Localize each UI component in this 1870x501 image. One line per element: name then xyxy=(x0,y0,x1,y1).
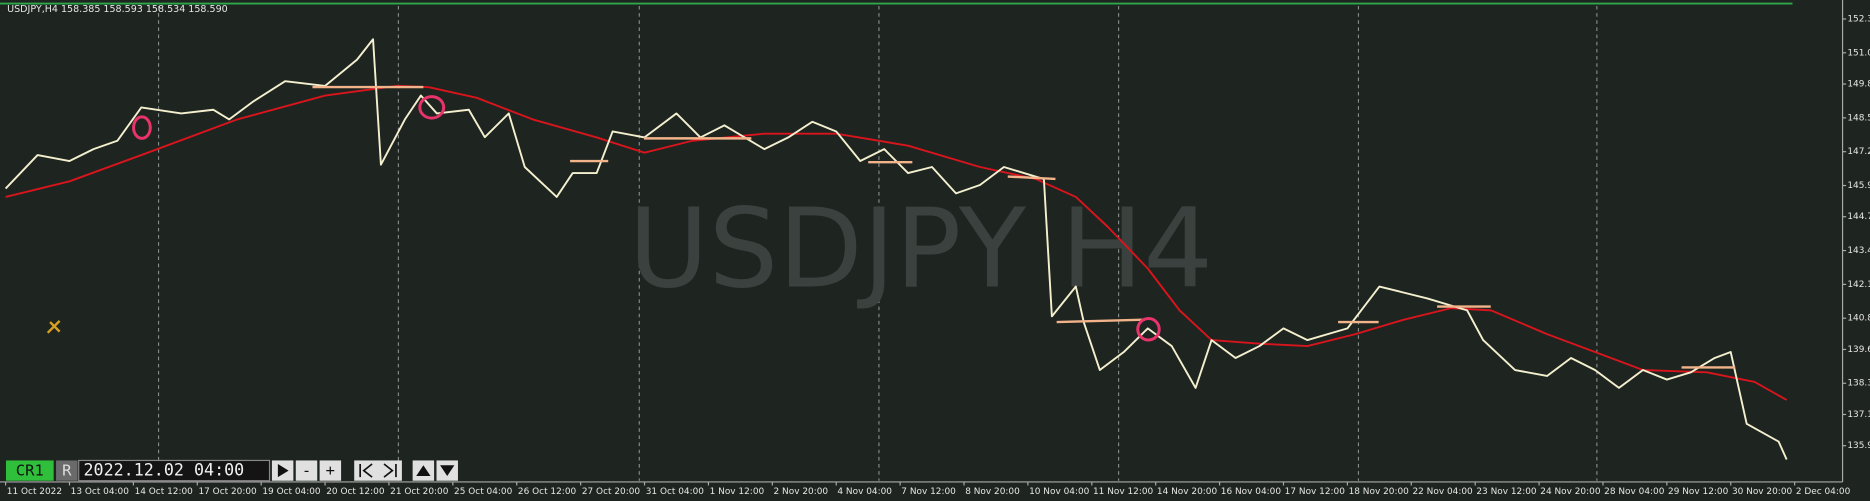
y-tick-label: 138.3 xyxy=(1847,379,1870,389)
y-tick-label: 143.4 xyxy=(1847,246,1870,256)
minus-button[interactable] xyxy=(295,460,318,481)
x-tick-label: 17 Nov 12:00 xyxy=(1285,487,1346,497)
datetime-field[interactable] xyxy=(78,459,271,482)
x-tick-label: 28 Nov 04:00 xyxy=(1604,487,1665,497)
x-tick-label: 25 Oct 04:00 xyxy=(454,487,513,497)
x-tick-label: 11 Nov 12:00 xyxy=(1093,487,1154,497)
y-tick-label: 137.1 xyxy=(1847,410,1870,420)
x-tick-label: 11 Oct 2022 xyxy=(7,487,62,497)
mode-button[interactable] xyxy=(5,460,54,481)
y-tick-label: 147.2 xyxy=(1847,147,1870,157)
datetime: 2022.12.02 04:00 xyxy=(83,461,244,480)
x-tick-label: 22 Nov 04:00 xyxy=(1412,487,1473,497)
watermark: USDJPY H4 xyxy=(628,185,1213,313)
down-icon xyxy=(440,465,455,476)
x-tick-label: 31 Oct 04:00 xyxy=(646,487,705,497)
x-tick-label: 2 Nov 20:00 xyxy=(774,487,829,497)
x-tick-label: 26 Oct 12:00 xyxy=(518,487,577,497)
x-tick-label: 14 Nov 20:00 xyxy=(1157,487,1218,497)
toolbar: CR1 R 2022.12.02 04:00 - + xyxy=(5,459,458,482)
pencil-icon[interactable] xyxy=(46,320,61,334)
x-tick-label: 13 Oct 04:00 xyxy=(71,487,130,497)
x-tick-label: 30 Nov 20:00 xyxy=(1732,487,1793,497)
signal-markers xyxy=(132,95,1161,342)
x-tick-label: 27 Oct 20:00 xyxy=(582,487,641,497)
x-tick-label: 18 Nov 20:00 xyxy=(1349,487,1410,497)
y-tick-label: 152.3 xyxy=(1847,14,1870,24)
x-tick-label: 4 Nov 04:00 xyxy=(837,487,892,497)
y-tick-label: 135.9 xyxy=(1847,441,1870,451)
y-tick-label: 145.9 xyxy=(1847,181,1870,191)
x-tick-label: 16 Nov 04:00 xyxy=(1221,487,1282,497)
x-tick-label: 8 Nov 20:00 xyxy=(965,487,1020,497)
x-tick-label: 23 Nov 12:00 xyxy=(1476,487,1537,497)
x-tick-label: 24 Nov 20:00 xyxy=(1540,487,1601,497)
y-tick-label: 142.1 xyxy=(1847,280,1870,290)
r-label: R xyxy=(62,462,72,480)
minus-label: - xyxy=(302,462,311,480)
x-tick-label: 7 Nov 12:00 xyxy=(901,487,956,497)
period-separators xyxy=(158,5,1598,481)
x-tick-label: 21 Oct 20:00 xyxy=(390,487,449,497)
x-tick-label: 29 Nov 12:00 xyxy=(1668,487,1729,497)
jump-icons xyxy=(359,463,397,478)
price-line xyxy=(4,38,1788,460)
x-tick-label: 10 Nov 04:00 xyxy=(1029,487,1090,497)
x-tick-label: 20 Oct 12:00 xyxy=(326,487,385,497)
y-tick-label: 140.8 xyxy=(1847,314,1870,324)
x-tick-label: 1 Nov 12:00 xyxy=(710,487,765,497)
play-icon xyxy=(277,464,289,478)
level-lines xyxy=(312,85,1736,369)
x-tick-label: 2 Dec 04:00 xyxy=(1796,487,1851,497)
x-tick-label: 17 Oct 20:00 xyxy=(198,487,257,497)
mode-label: CR1 xyxy=(16,462,44,480)
y-tick-label: 149.8 xyxy=(1847,80,1870,90)
y-tick-label: 144.7 xyxy=(1847,212,1870,222)
y-tick-label: 151.0 xyxy=(1847,48,1870,58)
x-tick-label: 19 Oct 04:00 xyxy=(262,487,321,497)
jump-buttons[interactable] xyxy=(354,460,402,481)
x-tick-label: 14 Oct 12:00 xyxy=(135,487,194,497)
r-button[interactable] xyxy=(56,460,78,481)
y-tick-label: 148.5 xyxy=(1847,113,1870,123)
plus-label: + xyxy=(326,462,335,480)
up-icon xyxy=(416,465,431,476)
y-tick-label: 139.6 xyxy=(1847,345,1870,355)
plus-button[interactable] xyxy=(319,460,342,481)
symbol-header: USDJPY,H4 158.385 158.593 158.534 158.59… xyxy=(7,4,228,15)
